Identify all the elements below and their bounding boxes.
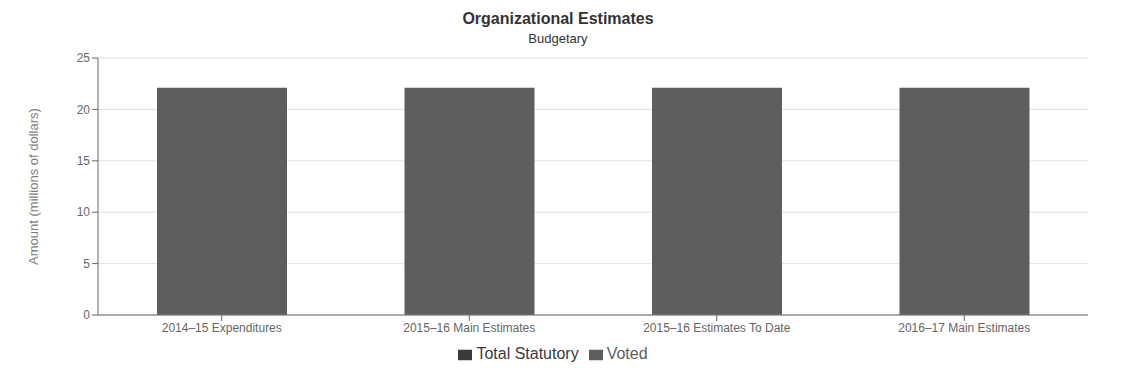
svg-text:25: 25 bbox=[77, 51, 91, 65]
svg-text:2015–16 Main Estimates: 2015–16 Main Estimates bbox=[403, 321, 535, 335]
html-text:Budgetary: Budgetary bbox=[528, 31, 588, 46]
svg-text:Amount (millions of dollars): Amount (millions of dollars) bbox=[26, 108, 41, 265]
html-text:Total Statutory: Total Statutory bbox=[476, 345, 579, 362]
svg-text:2014–15 Expenditures: 2014–15 Expenditures bbox=[162, 321, 282, 335]
svg-text:20: 20 bbox=[77, 103, 91, 117]
svg-text:0: 0 bbox=[83, 308, 90, 322]
svg-text:15: 15 bbox=[77, 154, 91, 168]
svg-text:5: 5 bbox=[83, 257, 90, 271]
html-text:Organizational Estimates: Organizational Estimates bbox=[462, 10, 654, 27]
svg-text:2016–17 Main Estimates: 2016–17 Main Estimates bbox=[898, 321, 1030, 335]
svg-text:2015–16 Estimates To Date: 2015–16 Estimates To Date bbox=[643, 321, 791, 335]
svg-text:10: 10 bbox=[77, 205, 91, 219]
html-text:Voted: Voted bbox=[606, 345, 648, 362]
